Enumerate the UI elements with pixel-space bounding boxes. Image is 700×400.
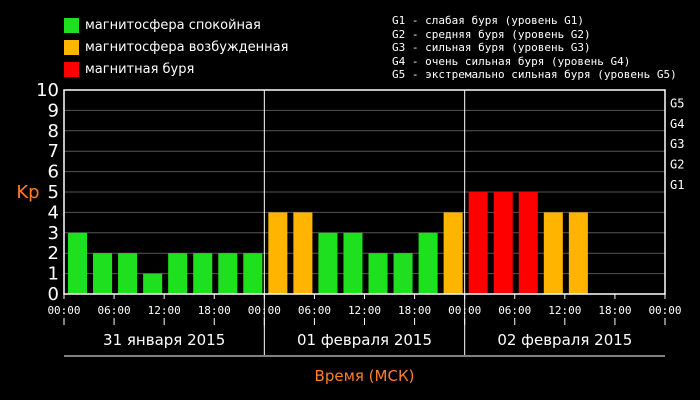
x-tick-label: 18:00 <box>598 304 631 317</box>
kp-bar <box>93 253 113 294</box>
kp-bar <box>118 253 138 294</box>
storm-level-g3: G3 - сильная буря (уровень G3) <box>392 41 591 54</box>
legend-swatch-quiet <box>64 17 79 33</box>
storm-level-g5: G5 - экстремально сильная буря (уровень … <box>392 68 677 81</box>
y-tick-label: 3 <box>48 223 59 244</box>
kp-bar <box>368 253 388 294</box>
kp-bar <box>443 212 463 294</box>
y-tick-label: 1 <box>48 264 59 285</box>
kp-bar <box>493 192 513 294</box>
y-tick-label: 7 <box>48 141 59 162</box>
storm-level-g4: G4 - очень сильная буря (уровень G4) <box>392 54 631 68</box>
legend-label-storm: магнитная буря <box>85 61 195 77</box>
y-tick-label: 8 <box>48 121 59 142</box>
y-tick-label: 4 <box>48 202 59 223</box>
storm-level-g2: G2 - средняя буря (уровень G2) <box>392 27 591 41</box>
y-axis-title: Kp <box>16 182 39 203</box>
storm-level-key: G1 - слабая буря (уровень G1) G2 - средн… <box>392 14 677 82</box>
chart-legend: магнитосфера спокойная магнитосфера возб… <box>64 14 288 80</box>
y-tick-label: 9 <box>48 100 59 121</box>
kp-bar <box>468 192 488 294</box>
legend-swatch-storm <box>64 61 79 77</box>
x-tick-label: 06:00 <box>298 304 331 317</box>
day-label: 02 февраля 2015 <box>497 331 632 349</box>
x-tick-label: 00:00 <box>448 304 481 317</box>
x-axis-title: Время (МСК) <box>315 367 415 385</box>
g-level-label: G1 <box>670 178 684 192</box>
x-tick-label: 12:00 <box>548 304 581 317</box>
kp-bar <box>268 212 288 294</box>
legend-swatch-active <box>64 39 79 55</box>
kp-bar <box>418 232 438 294</box>
y-tick-label: 5 <box>48 182 59 203</box>
kp-bar <box>543 212 563 294</box>
y-tick-label: 6 <box>48 162 59 183</box>
x-tick-label: 18:00 <box>198 304 231 317</box>
x-tick-label: 18:00 <box>398 304 431 317</box>
kp-bar <box>293 212 313 294</box>
g-level-label: G5 <box>670 96 684 110</box>
kp-bar <box>393 253 413 294</box>
x-tick-label: 06:00 <box>98 304 131 317</box>
kp-bar <box>68 232 88 294</box>
kp-bar <box>193 253 213 294</box>
x-tick-label: 12:00 <box>348 304 381 317</box>
legend-label-active: магнитосфера возбужденная <box>85 39 289 55</box>
kp-bar <box>518 192 538 294</box>
kp-bar <box>168 253 188 294</box>
day-label: 01 февраля 2015 <box>297 331 432 349</box>
kp-bar <box>343 232 363 294</box>
y-tick-label: 10 <box>36 80 59 101</box>
x-tick-label: 00:00 <box>648 304 681 317</box>
g-level-label: G3 <box>670 137 684 151</box>
x-tick-label: 00:00 <box>248 304 281 317</box>
kp-bar <box>318 232 338 294</box>
x-tick-label: 06:00 <box>498 304 531 317</box>
legend-item-active: магнитосфера возбужденная <box>64 36 288 58</box>
legend-label-quiet: магнитосфера спокойная <box>85 17 261 33</box>
day-label: 31 января 2015 <box>103 331 225 349</box>
legend-item-quiet: магнитосфера спокойная <box>64 14 288 36</box>
x-tick-label: 12:00 <box>148 304 181 317</box>
storm-level-g1: G1 - слабая буря (уровень G1) <box>392 14 585 27</box>
legend-item-storm: магнитная буря <box>64 58 288 80</box>
kp-bar <box>218 253 238 294</box>
kp-bar <box>568 212 588 294</box>
kp-bar <box>143 273 163 294</box>
x-tick-label: 00:00 <box>47 304 80 317</box>
y-tick-label: 2 <box>48 243 59 264</box>
g-level-label: G2 <box>670 158 684 172</box>
kp-bar <box>243 253 263 294</box>
y-tick-label: 0 <box>48 284 59 305</box>
g-level-label: G4 <box>670 117 684 131</box>
